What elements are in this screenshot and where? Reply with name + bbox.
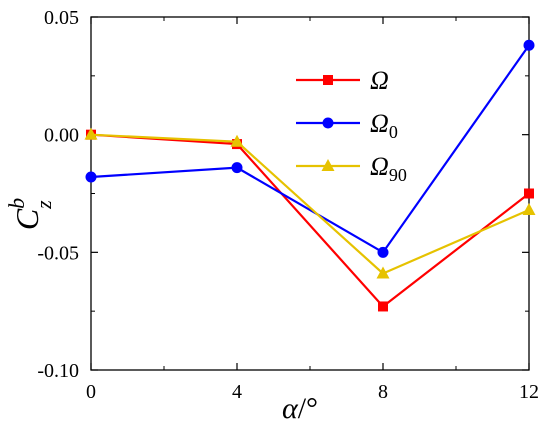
legend-item: Ω90 (296, 152, 407, 185)
data-point (84, 127, 98, 140)
legend-marker (321, 159, 335, 171)
legend-item: Ω (296, 66, 389, 95)
x-tick-label: 4 (232, 381, 242, 403)
series-layer (84, 39, 536, 312)
y-axis-title: Cbz (4, 198, 56, 230)
series-line (90, 133, 530, 275)
data-point (524, 188, 534, 199)
axes (90, 16, 530, 371)
legend-marker (323, 75, 333, 85)
data-point (522, 202, 536, 215)
x-axis-title: α/° (282, 392, 318, 425)
data-point (85, 171, 97, 183)
legend: Ω Ω0 Ω90 (296, 66, 407, 185)
y-tick-label: 0.00 (44, 125, 79, 147)
axis-titles: α/° Cbz (4, 198, 318, 425)
series-0 (85, 39, 535, 258)
x-tick-label: 12 (519, 381, 539, 403)
y-tick-label: 0.05 (44, 7, 79, 29)
data-point (376, 266, 390, 279)
y-tick-label: -0.10 (37, 360, 79, 382)
data-point (377, 246, 389, 258)
ticks: 0 4 8 12 0.05 0.00 -0.05 -0.10 (37, 7, 539, 403)
legend-item: Ω0 (296, 109, 398, 142)
series-line (90, 133, 530, 308)
plot-frame (90, 16, 530, 371)
x-tick-label: 0 (86, 381, 96, 403)
legend-marker (322, 117, 334, 129)
data-point (523, 39, 535, 51)
series-90 (84, 127, 536, 279)
legend-label: Ω0 (370, 109, 398, 142)
series-omega (86, 129, 534, 312)
series-line (90, 44, 530, 254)
data-point (378, 301, 388, 312)
data-point (230, 134, 244, 147)
data-point (231, 162, 243, 174)
x-tick-label: 8 (378, 381, 388, 403)
legend-label: Ω (370, 66, 389, 95)
legend-label: Ω90 (370, 152, 407, 185)
y-tick-label: -0.05 (37, 242, 79, 264)
